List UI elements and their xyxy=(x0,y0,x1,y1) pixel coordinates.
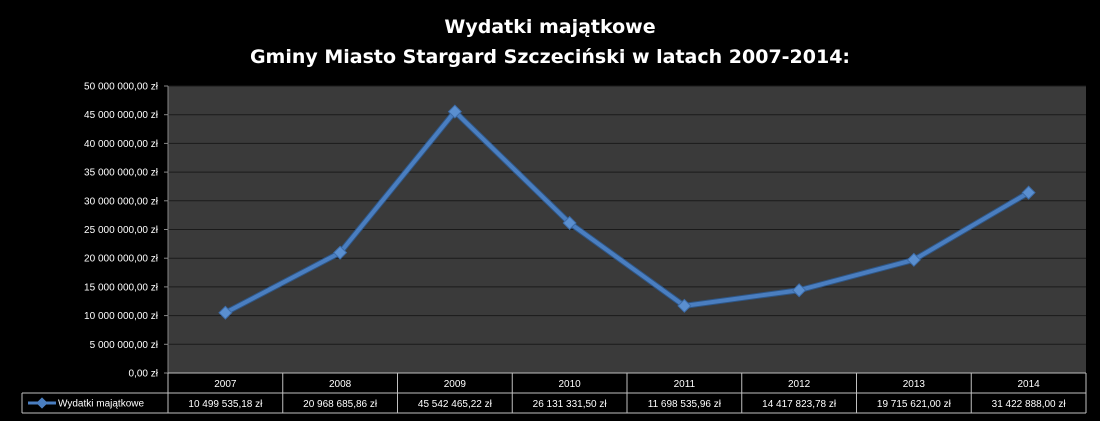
y-tick-label: 45 000 000,00 zł xyxy=(84,110,159,121)
data-point xyxy=(218,305,233,320)
x-category-label: 2008 xyxy=(329,379,352,390)
data-point xyxy=(333,245,348,260)
y-tick-label: 25 000 000,00 zł xyxy=(84,225,159,236)
y-tick-label: 50 000 000,00 zł xyxy=(84,82,159,93)
x-category-label: 2007 xyxy=(214,379,237,390)
y-tick-label: 15 000 000,00 zł xyxy=(84,282,159,293)
x-category-label: 2010 xyxy=(559,379,582,390)
y-tick-label: 10 000 000,00 zł xyxy=(84,311,159,322)
y-tick-label: 40 000 000,00 zł xyxy=(84,139,159,150)
series-line xyxy=(223,109,1031,315)
data-table-value: 45 542 465,22 zł xyxy=(418,399,493,410)
data-point xyxy=(906,252,921,267)
data-table-value: 26 131 331,50 zł xyxy=(533,399,608,410)
data-point xyxy=(792,283,807,298)
x-category-label: 2009 xyxy=(444,379,467,390)
x-category-label: 2011 xyxy=(674,379,696,390)
y-tick-label: 35 000 000,00 zł xyxy=(84,168,159,179)
data-table-value: 19 715 621,00 zł xyxy=(877,399,952,410)
data-point xyxy=(562,215,577,231)
data-point xyxy=(1021,185,1036,200)
y-tick-label: 0,00 zł xyxy=(129,369,159,380)
legend-marker xyxy=(36,397,48,409)
y-tick-label: 30 000 000,00 zł xyxy=(84,196,159,207)
data-table-value: 20 968 685,86 zł xyxy=(303,399,378,410)
legend-series-name: Wydatki majątkowe xyxy=(58,399,144,410)
data-table-value: 14 417 823,78 zł xyxy=(762,399,837,410)
chart-title: Wydatki majątkowe xyxy=(444,16,656,38)
data-point xyxy=(677,298,692,313)
chart-subtitle: Gminy Miasto Stargard Szczeciński w lata… xyxy=(249,46,851,68)
x-category-label: 2012 xyxy=(788,379,811,390)
y-tick-label: 20 000 000,00 zł xyxy=(84,254,159,265)
x-category-label: 2013 xyxy=(903,379,926,390)
data-table-value: 10 499 535,18 zł xyxy=(188,399,263,410)
data-table-value: 31 422 888,00 zł xyxy=(992,399,1067,410)
y-tick-label: 5 000 000,00 zł xyxy=(90,340,159,351)
data-point xyxy=(447,104,462,119)
x-category-label: 2014 xyxy=(1018,379,1041,390)
data-table-value: 11 698 535,96 zł xyxy=(648,399,722,410)
